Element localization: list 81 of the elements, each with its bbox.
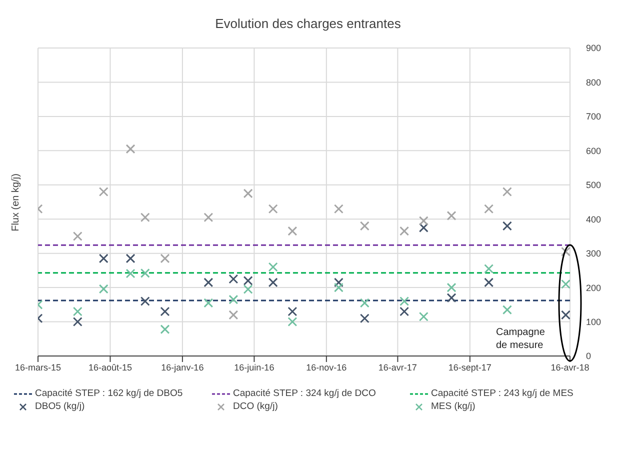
- point: [360, 314, 370, 324]
- y-tick-label: 800: [586, 77, 602, 88]
- x-tick-label: 16-janv-16: [161, 362, 204, 372]
- y-tick-label: 600: [586, 146, 602, 156]
- y-tick-label: 500: [586, 180, 602, 190]
- legend-label: DCO (kg/j): [233, 401, 278, 412]
- legend-label: DBO5 (kg/j): [35, 401, 85, 412]
- point: [484, 264, 494, 274]
- point: [160, 254, 170, 264]
- y-tick-label: 300: [586, 248, 602, 259]
- y-axis-title: Flux (en kg/j): [10, 173, 22, 231]
- point: [160, 306, 170, 316]
- point: [228, 294, 238, 304]
- point: [400, 296, 410, 306]
- point: [98, 254, 108, 264]
- y-tick-label: 900: [586, 43, 602, 54]
- point: [484, 278, 494, 288]
- x-tick-label: 16-nov-16: [306, 362, 347, 372]
- x-tick-label: 16-mars-15: [14, 362, 62, 372]
- point: [268, 204, 278, 214]
- legend-label: MES (kg/j): [431, 401, 476, 412]
- point: [72, 317, 82, 327]
- point: [502, 221, 512, 231]
- point: [126, 144, 136, 154]
- point: [243, 284, 253, 294]
- point: [243, 188, 253, 198]
- point: [72, 306, 82, 316]
- legend-label: Capacité STEP : 324 kg/j de DCO: [233, 388, 376, 399]
- point: [418, 222, 428, 232]
- point: [334, 282, 344, 292]
- point: [204, 298, 214, 308]
- point: [126, 268, 136, 278]
- point: [140, 268, 150, 278]
- point: [561, 246, 570, 256]
- point: [72, 231, 82, 241]
- point: [446, 282, 456, 292]
- point: [446, 293, 456, 303]
- y-tick-label: 400: [586, 214, 602, 224]
- point: [204, 278, 214, 288]
- x-tick-label: 16-août-15: [88, 362, 132, 372]
- point: [140, 212, 150, 222]
- y-tick-label: 700: [586, 112, 602, 122]
- annotation: Campagne de mesure: [496, 326, 558, 352]
- point: [228, 310, 238, 320]
- point: [288, 306, 298, 316]
- point: [126, 254, 136, 264]
- point: [243, 276, 253, 286]
- legend-label: Capacité STEP : 243 kg/j de MES: [431, 388, 574, 399]
- point: [561, 279, 570, 289]
- y-tick-label: 200: [586, 282, 602, 293]
- point: [98, 284, 108, 294]
- point: [360, 298, 370, 308]
- point: [418, 216, 428, 226]
- point: [268, 262, 278, 272]
- y-tick-label: 100: [586, 316, 602, 327]
- point: [418, 312, 428, 322]
- point: [140, 296, 150, 306]
- x-tick-label: 16-sept-17: [448, 362, 492, 372]
- point: [228, 274, 238, 284]
- point: [400, 306, 410, 316]
- point: [288, 317, 298, 327]
- point: [360, 221, 370, 231]
- point: [400, 226, 410, 236]
- point: [484, 204, 494, 214]
- point: [204, 212, 214, 222]
- point: [268, 278, 278, 288]
- point: [160, 324, 170, 334]
- point: [334, 278, 344, 288]
- point: [502, 186, 512, 196]
- point: [502, 305, 512, 315]
- x-tick-label: 16-avr-17: [378, 362, 417, 372]
- x-tick-label: 16-avr-18: [550, 362, 590, 372]
- point: [446, 210, 456, 220]
- chart-title: Evolution des charges entrantes: [214, 16, 402, 31]
- point: [334, 204, 344, 214]
- y-tick-label: 0: [586, 351, 592, 362]
- point: [288, 226, 298, 236]
- x-tick-label: 16-juin-16: [234, 362, 274, 372]
- point: [561, 310, 570, 320]
- point: [98, 186, 108, 196]
- legend-label: Capacité STEP : 162 kg/j de DBO5: [35, 388, 183, 399]
